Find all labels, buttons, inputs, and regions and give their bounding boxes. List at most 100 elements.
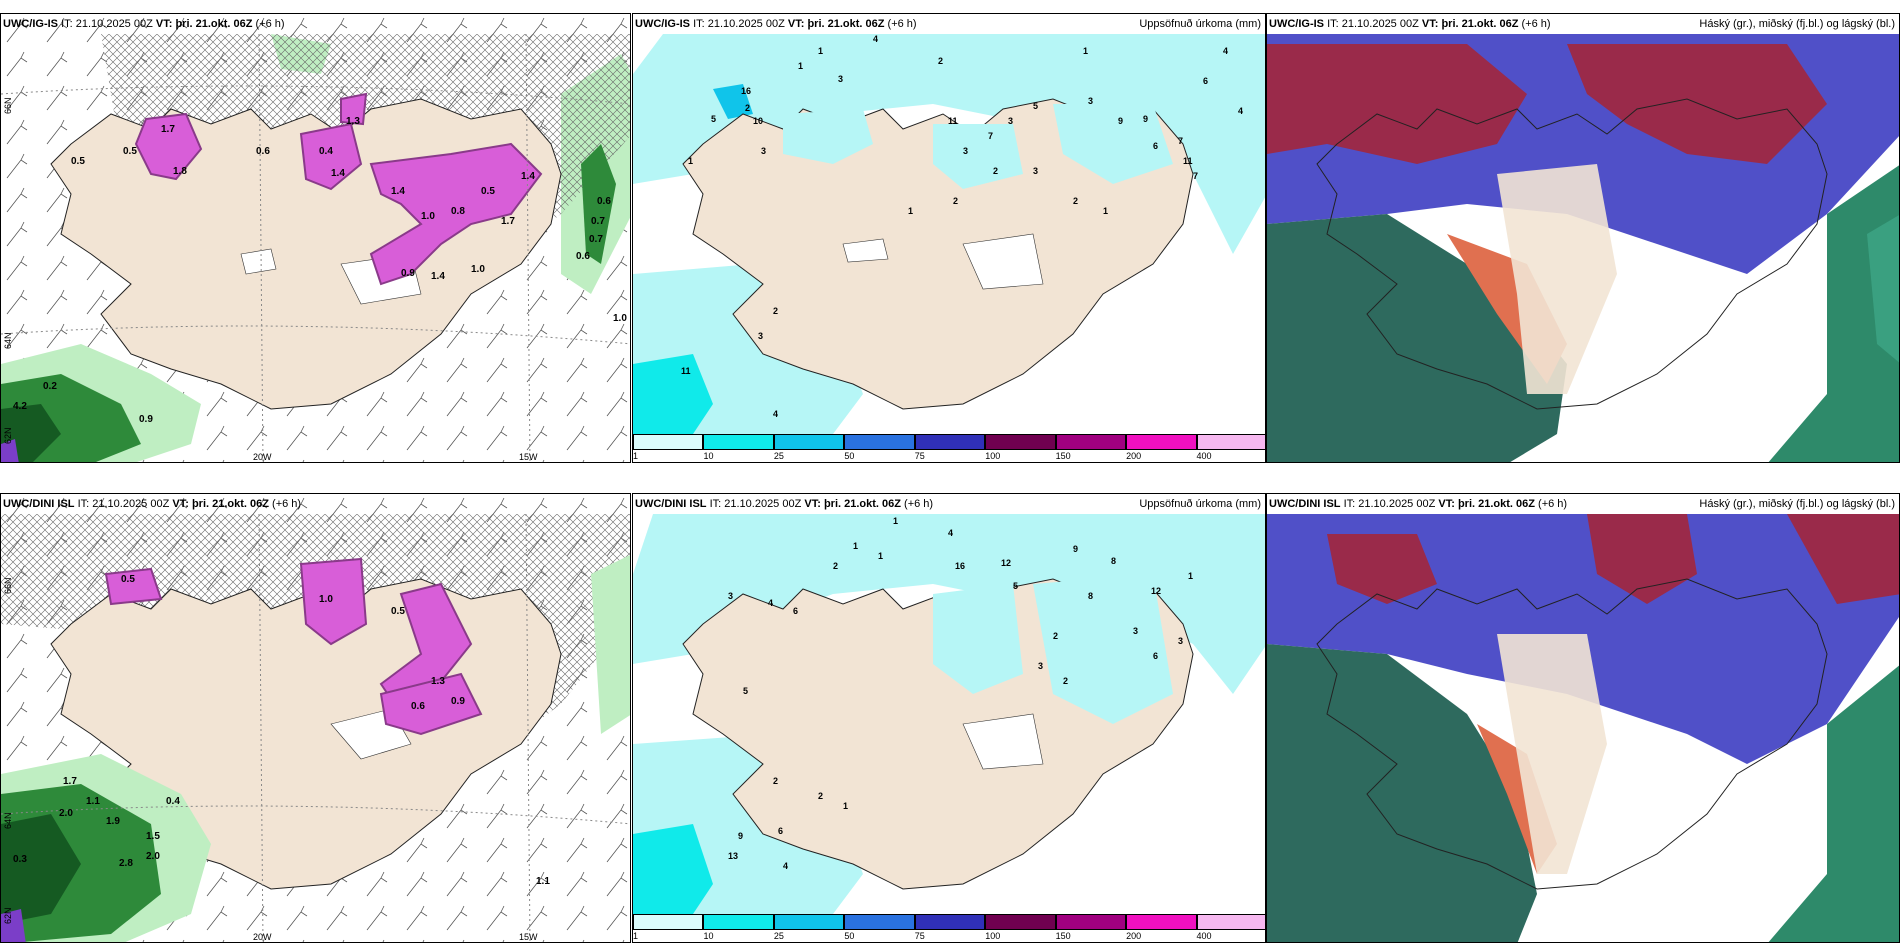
- snow-val: 0.6: [256, 146, 270, 157]
- snow-val: 1.3: [431, 676, 445, 687]
- precip-val: 9: [1073, 544, 1078, 554]
- colorbar-swatch: [914, 434, 986, 450]
- snow-val: 1.7: [161, 124, 175, 135]
- precip-val: 6: [1153, 651, 1158, 661]
- colorbar-label: 200: [1126, 931, 1142, 941]
- precip-val: 3: [1008, 116, 1013, 126]
- precip-val: 9: [1143, 114, 1148, 124]
- snow-val: 0.6: [597, 196, 611, 207]
- snow-val: 0.9: [139, 414, 153, 425]
- precip-val: 3: [1088, 96, 1093, 106]
- panel-header: UWC/DINI ISL IT: 21.10.2025 00Z VT: þri.…: [3, 498, 302, 510]
- precip-val: 3: [1133, 626, 1138, 636]
- colorbar: 1 10 25 50 75 100 150 200 400: [633, 914, 1265, 941]
- colorbar-label: 25: [773, 451, 784, 461]
- snow-val: 0.2: [43, 381, 57, 392]
- colorbar-label: 50: [844, 931, 855, 941]
- colorbar-label: 50: [844, 451, 855, 461]
- panel-header: UWC/DINI ISL IT: 21.10.2025 00Z VT: þri.…: [1269, 498, 1568, 510]
- precip-val: 6: [778, 826, 783, 836]
- precip-map-bottom: 1 4 1 1 2 3 4 6 16 12 5 9 8 12 2 3 8 6 3…: [633, 514, 1265, 914]
- snow-val: 1.5: [146, 831, 160, 842]
- colorbar-swatch: [844, 434, 915, 450]
- precip-val: 2: [993, 166, 998, 176]
- colorbar-label: 150: [1055, 931, 1071, 941]
- lat-label-66n: 66N: [3, 97, 13, 114]
- colorbar-label: 150: [1055, 451, 1071, 461]
- panel-top-precip: UWC/IG-IS IT: 21.10.2025 00Z VT: þri. 21…: [632, 13, 1266, 463]
- precip-val: 1: [843, 801, 848, 811]
- colorbar-label: 400: [1196, 451, 1212, 461]
- precip-val: 4: [773, 409, 778, 419]
- colorbar-label: 25: [773, 931, 784, 941]
- panel-bottom-cloud: UWC/DINI ISL IT: 21.10.2025 00Z VT: þri.…: [1266, 493, 1900, 943]
- snow-val: 0.5: [71, 156, 85, 167]
- snow-val: 1.9: [106, 816, 120, 827]
- precip-val: 2: [1073, 196, 1078, 206]
- cloud-map-bottom: [1267, 514, 1899, 942]
- precip-val: 9: [738, 831, 743, 841]
- panel-bottom-snow: UWC/DINI ISL IT: 21.10.2025 00Z VT: þri.…: [0, 493, 631, 943]
- snow-val: 1.4: [431, 271, 445, 282]
- snow-val: 0.6: [576, 251, 590, 262]
- precip-val: 3: [761, 146, 766, 156]
- precip-val: 12: [1001, 558, 1011, 568]
- precip-val: 2: [833, 561, 838, 571]
- colorbar-swatch: [1055, 434, 1127, 450]
- panel-top-cloud: UWC/IG-IS IT: 21.10.2025 00Z VT: þri. 21…: [1266, 13, 1900, 463]
- snow-val: 1.4: [331, 168, 345, 179]
- snow-wind-map-top: 1.7 0.5 0.5 1.8 0.6 0.4 1.4 1.3 1.4 1.0 …: [1, 14, 630, 462]
- snow-val: 4.2: [13, 401, 27, 412]
- precip-val: 3: [963, 146, 968, 156]
- precip-val: 2: [745, 103, 750, 113]
- precip-val: 7: [988, 131, 993, 141]
- snow-val: 0.4: [319, 146, 333, 157]
- colorbar-label: 10: [703, 931, 714, 941]
- snow-val: 0.5: [123, 146, 137, 157]
- snow-val: 1.0: [471, 264, 485, 275]
- colorbar-swatch: [703, 434, 774, 450]
- panel-bottom-precip: UWC/DINI ISL IT: 21.10.2025 00Z VT: þri.…: [632, 493, 1266, 943]
- precip-val: 1: [1083, 46, 1088, 56]
- snow-val: 1.4: [521, 171, 535, 182]
- colorbar-swatch: [703, 914, 774, 930]
- precip-val: 8: [1088, 591, 1093, 601]
- precip-val: 2: [938, 56, 943, 66]
- precip-val: 16: [741, 86, 751, 96]
- colorbar-swatch: [1126, 434, 1197, 450]
- precip-val: 3: [728, 591, 733, 601]
- colorbar-swatch: [844, 914, 915, 930]
- colorbar-label: 400: [1196, 931, 1212, 941]
- precip-val: 4: [948, 528, 953, 538]
- snow-val: 1.7: [63, 776, 77, 787]
- precip-val: 7: [1178, 136, 1183, 146]
- precip-val: 6: [793, 606, 798, 616]
- precip-val: 9: [1118, 116, 1123, 126]
- lat-label-62n: 62N: [3, 907, 13, 924]
- colorbar-swatch: [633, 914, 704, 930]
- precip-val: 2: [773, 306, 778, 316]
- colorbar-swatch: [1196, 914, 1265, 930]
- precip-val: 1: [688, 156, 693, 166]
- colorbar-label: 75: [914, 451, 925, 461]
- precip-val: 11: [1183, 156, 1193, 166]
- cloud-title: Háský (gr.), miðský (fj.bl.) og lágský (…: [1699, 18, 1895, 30]
- lon-label-15w: 15W: [519, 452, 538, 462]
- precip-val: 6: [1203, 76, 1208, 86]
- precip-val: 2: [818, 791, 823, 801]
- snow-val: 1.4: [391, 186, 405, 197]
- colorbar-swatch: [773, 914, 845, 930]
- snow-val: 1.7: [501, 216, 515, 227]
- precip-val: 2: [953, 196, 958, 206]
- colorbar-swatch: [633, 434, 704, 450]
- snow-val: 0.9: [451, 696, 465, 707]
- snow-val: 0.7: [589, 234, 603, 245]
- precip-title: Uppsöfnuð úrkoma (mm): [1139, 18, 1261, 30]
- snow-val: 0.5: [121, 574, 135, 585]
- snow-val: 0.9: [401, 268, 415, 279]
- lat-label-66n: 66N: [3, 577, 13, 594]
- colorbar-swatch: [985, 914, 1056, 930]
- panel-header: UWC/IG-IS IT: 21.10.2025 00Z VT: þri. 21…: [1269, 18, 1551, 30]
- precip-val: 1: [818, 46, 823, 56]
- precip-val: 1: [853, 541, 858, 551]
